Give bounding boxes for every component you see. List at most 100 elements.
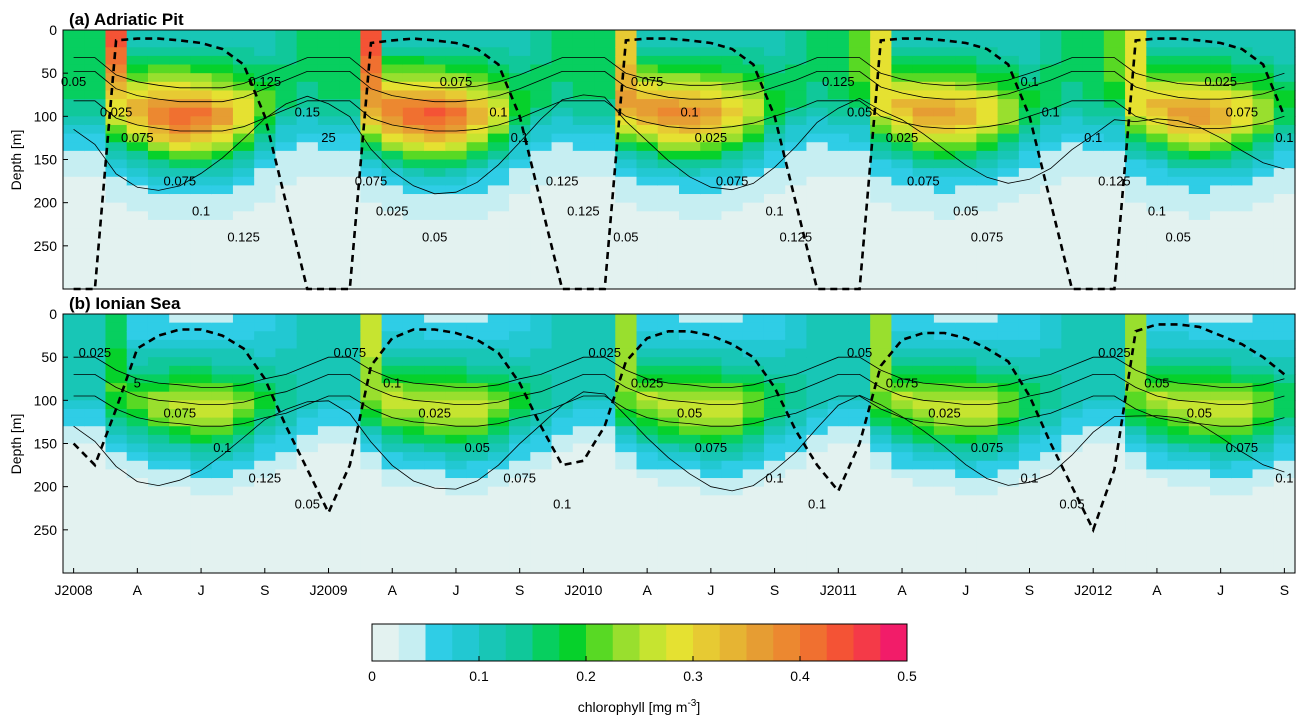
heatmap-cell-adriatic — [381, 73, 404, 83]
heatmap-cell-adriatic — [806, 254, 829, 264]
heatmap-cell-ionian — [912, 365, 935, 376]
heatmap-cell-adriatic — [147, 245, 170, 256]
heatmap-cell-ionian — [360, 339, 383, 350]
heatmap-cell-ionian — [721, 521, 744, 531]
heatmap-cell-ionian — [976, 348, 999, 358]
heatmap-cell-ionian — [1252, 555, 1275, 565]
heatmap-cell-ionian — [657, 478, 680, 488]
heatmap-cell-adriatic — [763, 81, 786, 92]
heatmap-cell-adriatic — [445, 159, 468, 169]
heatmap-cell-adriatic — [275, 124, 298, 135]
heatmap-cell-adriatic — [211, 55, 234, 66]
heatmap-cell-ionian — [190, 547, 213, 557]
heatmap-cell-adriatic — [339, 73, 361, 83]
heatmap-cell-adriatic — [254, 124, 277, 135]
heatmap-cell-ionian — [912, 460, 935, 470]
heatmap-cell-adriatic — [1103, 159, 1126, 169]
heatmap-cell-adriatic — [509, 55, 531, 66]
heatmap-cell-adriatic — [509, 280, 531, 290]
heatmap-cell-adriatic — [997, 271, 1020, 281]
contour-label-adriatic: 0.075 — [631, 74, 664, 89]
heatmap-cell-ionian — [339, 443, 361, 453]
heatmap-cell-adriatic — [169, 124, 192, 135]
heatmap-cell-adriatic — [1082, 185, 1105, 195]
heatmap-cell-adriatic — [742, 150, 765, 161]
heatmap-cell-adriatic — [594, 30, 616, 40]
heatmap-cell-adriatic — [466, 228, 489, 238]
heatmap-cell-ionian — [572, 503, 595, 514]
heatmap-cell-ionian — [1167, 408, 1190, 419]
heatmap-cell-adriatic — [1082, 211, 1105, 221]
x-tick-label-ionian: S — [515, 582, 524, 598]
colorbar-cell — [425, 624, 453, 661]
heatmap-cell-adriatic — [530, 73, 553, 83]
heatmap-cell-adriatic — [1082, 47, 1105, 57]
heatmap-cell-ionian — [615, 391, 638, 401]
colorbar-tick-label: 0 — [368, 668, 376, 684]
heatmap-cell-ionian — [615, 460, 638, 470]
heatmap-cell-adriatic — [509, 99, 531, 109]
heatmap-cell-adriatic — [806, 263, 829, 273]
heatmap-cell-ionian — [572, 529, 595, 540]
heatmap-cell-adriatic — [1040, 168, 1062, 178]
heatmap-cell-ionian — [126, 357, 149, 367]
heatmap-cell-ionian — [381, 365, 404, 376]
heatmap-cell-adriatic — [487, 280, 510, 290]
heatmap-cell-adriatic — [1273, 185, 1296, 195]
heatmap-cell-adriatic — [1082, 107, 1105, 117]
heatmap-cell-adriatic — [424, 64, 446, 74]
heatmap-cell-adriatic — [211, 133, 234, 143]
heatmap-cell-adriatic — [848, 81, 871, 92]
heatmap-cell-adriatic — [912, 219, 935, 230]
heatmap-cell-adriatic — [211, 99, 234, 109]
heatmap-cell-adriatic — [1103, 30, 1126, 40]
heatmap-cell-ionian — [1167, 322, 1190, 332]
heatmap-cell-ionian — [742, 486, 765, 496]
heatmap-cell-adriatic — [487, 237, 510, 247]
heatmap-cell-adriatic — [933, 55, 956, 66]
heatmap-cell-ionian — [763, 314, 786, 324]
heatmap-cell-adriatic — [487, 124, 510, 135]
heatmap-cell-ionian — [551, 529, 574, 540]
heatmap-cell-adriatic — [615, 211, 638, 221]
heatmap-cell-adriatic — [190, 90, 213, 100]
heatmap-cell-ionian — [466, 365, 489, 376]
heatmap-cell-adriatic — [402, 47, 425, 57]
heatmap-cell-adriatic — [1061, 271, 1084, 281]
heatmap-cell-adriatic — [848, 168, 871, 178]
heatmap-cell-adriatic — [1146, 202, 1169, 212]
heatmap-cell-adriatic — [848, 176, 871, 186]
heatmap-cell-adriatic — [232, 271, 255, 281]
heatmap-cell-ionian — [381, 383, 404, 393]
heatmap-cell-adriatic — [615, 55, 638, 66]
heatmap-cell-adriatic — [530, 47, 553, 57]
heatmap-cell-ionian — [572, 383, 595, 393]
heatmap-cell-ionian — [232, 547, 255, 557]
heatmap-cell-adriatic — [126, 271, 149, 281]
heatmap-cell-ionian — [466, 434, 489, 445]
heatmap-cell-ionian — [1167, 331, 1190, 341]
heatmap-cell-ionian — [466, 348, 489, 358]
heatmap-cell-ionian — [572, 417, 595, 427]
heatmap-cell-ionian — [997, 503, 1020, 514]
heatmap-cell-adriatic — [997, 168, 1020, 178]
heatmap-cell-ionian — [190, 555, 213, 565]
heatmap-cell-adriatic — [870, 107, 893, 117]
heatmap-cell-ionian — [721, 495, 744, 505]
heatmap-cell-adriatic — [126, 47, 149, 57]
heatmap-cell-ionian — [1273, 495, 1296, 505]
heatmap-cell-adriatic — [169, 280, 192, 290]
heatmap-cell-adriatic — [700, 202, 723, 212]
heatmap-cell-ionian — [84, 339, 107, 350]
heatmap-cell-adriatic — [466, 38, 489, 48]
heatmap-cell-adriatic — [466, 142, 489, 152]
heatmap-cell-ionian — [1146, 426, 1169, 436]
heatmap-cell-ionian — [530, 443, 553, 453]
heatmap-cell-adriatic — [1231, 55, 1254, 66]
heatmap-cell-ionian — [933, 564, 956, 574]
x-tick-label-ionian: S — [770, 582, 779, 598]
heatmap-cell-adriatic — [827, 168, 850, 178]
heatmap-cell-ionian — [360, 434, 383, 445]
heatmap-cell-ionian — [763, 383, 786, 393]
heatmap-cell-ionian — [955, 469, 977, 479]
